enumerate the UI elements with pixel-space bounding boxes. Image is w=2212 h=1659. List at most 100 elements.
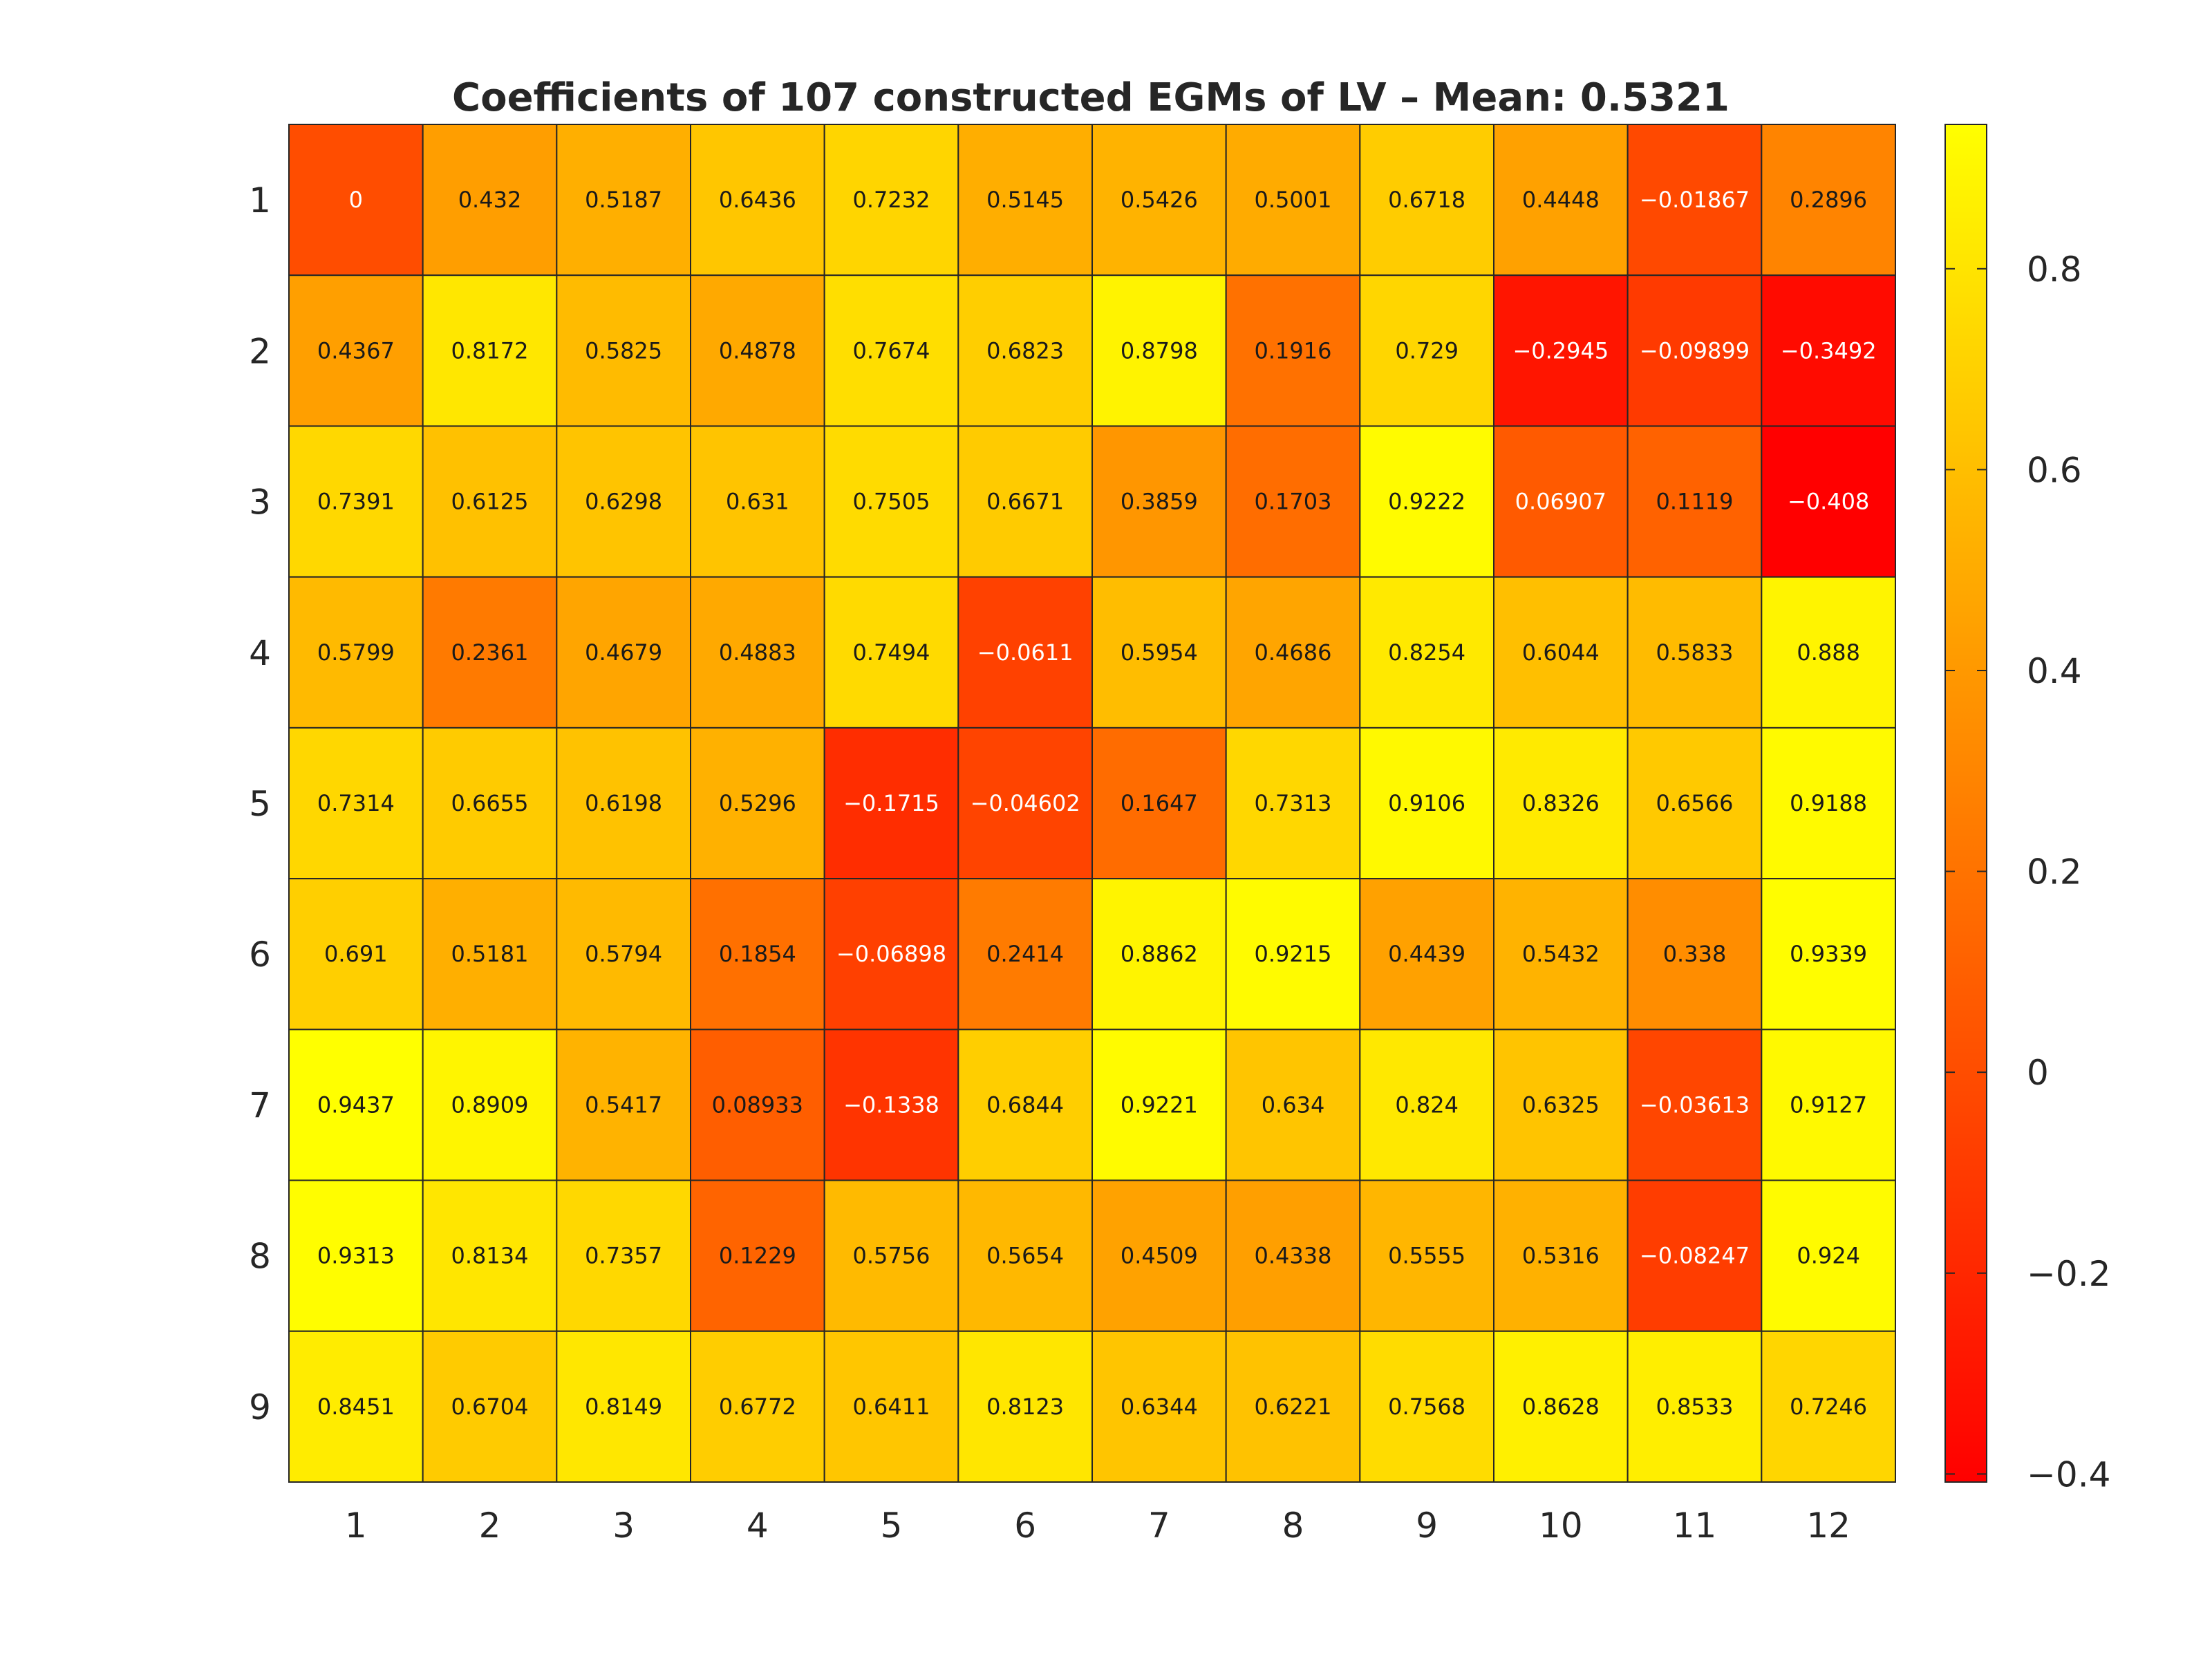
heatmap-cell xyxy=(1225,274,1361,427)
heatmap-cell xyxy=(1225,878,1361,1031)
heatmap-cell xyxy=(556,425,691,578)
cell-value-label: 0.2361 xyxy=(451,639,529,666)
colorbar-gradient xyxy=(1944,124,1987,1483)
heatmap-cell xyxy=(1225,1179,1361,1332)
heatmap-cell xyxy=(1091,1029,1227,1181)
heatmap-cell xyxy=(422,878,558,1031)
cell-value-label: −0.03613 xyxy=(1640,1091,1750,1118)
cell-value-label: 0.6044 xyxy=(1522,639,1600,666)
y-tick-label: 8 xyxy=(249,1237,271,1277)
cell-value-label: 0.5833 xyxy=(1656,639,1734,666)
heatmap-cell xyxy=(288,1179,424,1332)
heatmap-cell xyxy=(1761,576,1896,729)
cell-value-label: 0.5799 xyxy=(317,639,395,666)
y-tick-label: 2 xyxy=(249,331,271,371)
cell-value-label: 0.824 xyxy=(1395,1091,1459,1118)
cell-value-label: 0.7494 xyxy=(853,639,930,666)
x-tick-label: 11 xyxy=(1673,1506,1717,1546)
cell-value-label: 0.5555 xyxy=(1388,1243,1465,1269)
heatmap-cell xyxy=(957,124,1094,276)
cell-value-label: 0.8123 xyxy=(986,1394,1064,1420)
heatmap-cell xyxy=(556,1330,691,1483)
cell-value-label: 0.2896 xyxy=(1790,187,1867,213)
heatmap-cell xyxy=(422,274,558,427)
heatmap-cell xyxy=(288,576,424,729)
cell-value-label: 0.06907 xyxy=(1515,489,1606,515)
cell-value-label: 0.6221 xyxy=(1255,1394,1332,1420)
heatmap-cell xyxy=(422,1179,558,1332)
cell-value-label: 0.4448 xyxy=(1522,187,1600,213)
cell-value-label: 0.691 xyxy=(324,941,388,967)
cell-value-label: 0.8862 xyxy=(1121,941,1198,967)
heatmap-cell xyxy=(1627,1330,1763,1483)
cell-value-label: 0.5654 xyxy=(986,1243,1064,1269)
cell-value-label: 0.8149 xyxy=(585,1394,662,1420)
cell-value-label: 0.9215 xyxy=(1255,941,1332,967)
cell-value-label: 0.5001 xyxy=(1255,187,1332,213)
cell-value-label: 0.6411 xyxy=(853,1394,930,1420)
cell-value-label: 0.5187 xyxy=(585,187,662,213)
heatmap-cell xyxy=(690,1029,825,1181)
cell-value-label: 0.08933 xyxy=(712,1091,803,1118)
heatmap-cell xyxy=(1493,1330,1629,1483)
heatmap-cell xyxy=(1359,727,1495,880)
heatmap-cell xyxy=(422,576,558,729)
colorbar-tick-label: 0.4 xyxy=(2027,651,2082,691)
x-tick-label: 5 xyxy=(881,1506,903,1546)
cell-value-label: 0.338 xyxy=(1663,941,1727,967)
cell-value-label: 0.1703 xyxy=(1255,489,1332,515)
cell-value-label: −0.1715 xyxy=(843,790,939,816)
cell-value-label: 0.5825 xyxy=(585,337,662,364)
cell-value-label: 0.2414 xyxy=(986,941,1064,967)
heatmap-cell xyxy=(957,274,1094,427)
cell-value-label: −0.0611 xyxy=(977,639,1074,666)
cell-value-label: 0.888 xyxy=(1797,639,1860,666)
cell-value-label: 0.6298 xyxy=(585,489,662,515)
cell-value-label: 0.9221 xyxy=(1121,1091,1198,1118)
cell-value-label: 0.432 xyxy=(458,187,522,213)
heatmap-cell xyxy=(823,124,959,276)
heatmap-cell xyxy=(1761,1029,1896,1181)
y-tick-label: 9 xyxy=(249,1387,271,1427)
heatmap-cell xyxy=(823,1179,959,1332)
cell-value-label: 0.4338 xyxy=(1255,1243,1332,1269)
heatmap-cell xyxy=(1225,1330,1361,1483)
cell-value-label: 0.5145 xyxy=(986,187,1064,213)
cell-value-label: 0.5954 xyxy=(1121,639,1198,666)
heatmap-cell xyxy=(957,727,1094,880)
heatmap-cell xyxy=(1225,124,1361,276)
heatmap-cell xyxy=(1761,878,1896,1031)
cell-value-label: 0.6772 xyxy=(719,1394,796,1420)
heatmap-cell xyxy=(1761,1179,1896,1332)
x-tick-label: 2 xyxy=(479,1506,501,1546)
cell-value-label: −0.1338 xyxy=(843,1091,939,1118)
heatmap-cell xyxy=(1627,1179,1763,1332)
cell-value-label: 0.9339 xyxy=(1790,941,1867,967)
x-tick-label: 8 xyxy=(1282,1506,1304,1546)
cell-value-label: 0.6325 xyxy=(1522,1091,1600,1118)
cell-value-label: 0.9106 xyxy=(1388,790,1465,816)
heatmap-cell xyxy=(556,124,691,276)
heatmap-cell xyxy=(422,727,558,880)
cell-value-label: 0.4679 xyxy=(585,639,662,666)
y-tick-label: 5 xyxy=(249,784,271,824)
heatmap-cell xyxy=(288,1029,424,1181)
cell-value-label: −0.2945 xyxy=(1512,337,1609,364)
heatmap-cell xyxy=(1091,1330,1227,1483)
heatmap-cell xyxy=(1091,1179,1227,1332)
heatmap-cell xyxy=(288,124,424,276)
cell-value-label: 0.5432 xyxy=(1522,941,1600,967)
cell-value-label: 0.8628 xyxy=(1522,1394,1600,1420)
chart-title: Coefficients of 107 constructed EGMs of … xyxy=(452,75,1730,120)
cell-value-label: 0.6671 xyxy=(986,489,1064,515)
cell-value-label: −0.01867 xyxy=(1640,187,1750,213)
heatmap-cell xyxy=(690,576,825,729)
heatmap-cell xyxy=(556,1029,691,1181)
cell-value-label: 0.7246 xyxy=(1790,1394,1867,1420)
heatmap-cell xyxy=(288,727,424,880)
x-tick-label: 10 xyxy=(1539,1506,1583,1546)
heatmap-cell xyxy=(823,274,959,427)
heatmap-cells: 0 0.432 0.5187 0.6436 0.7232 0.5145 0.5426 0.50… xyxy=(288,124,1896,1483)
cell-value-label: 0.1916 xyxy=(1255,337,1332,364)
heatmap-cell xyxy=(556,1179,691,1332)
